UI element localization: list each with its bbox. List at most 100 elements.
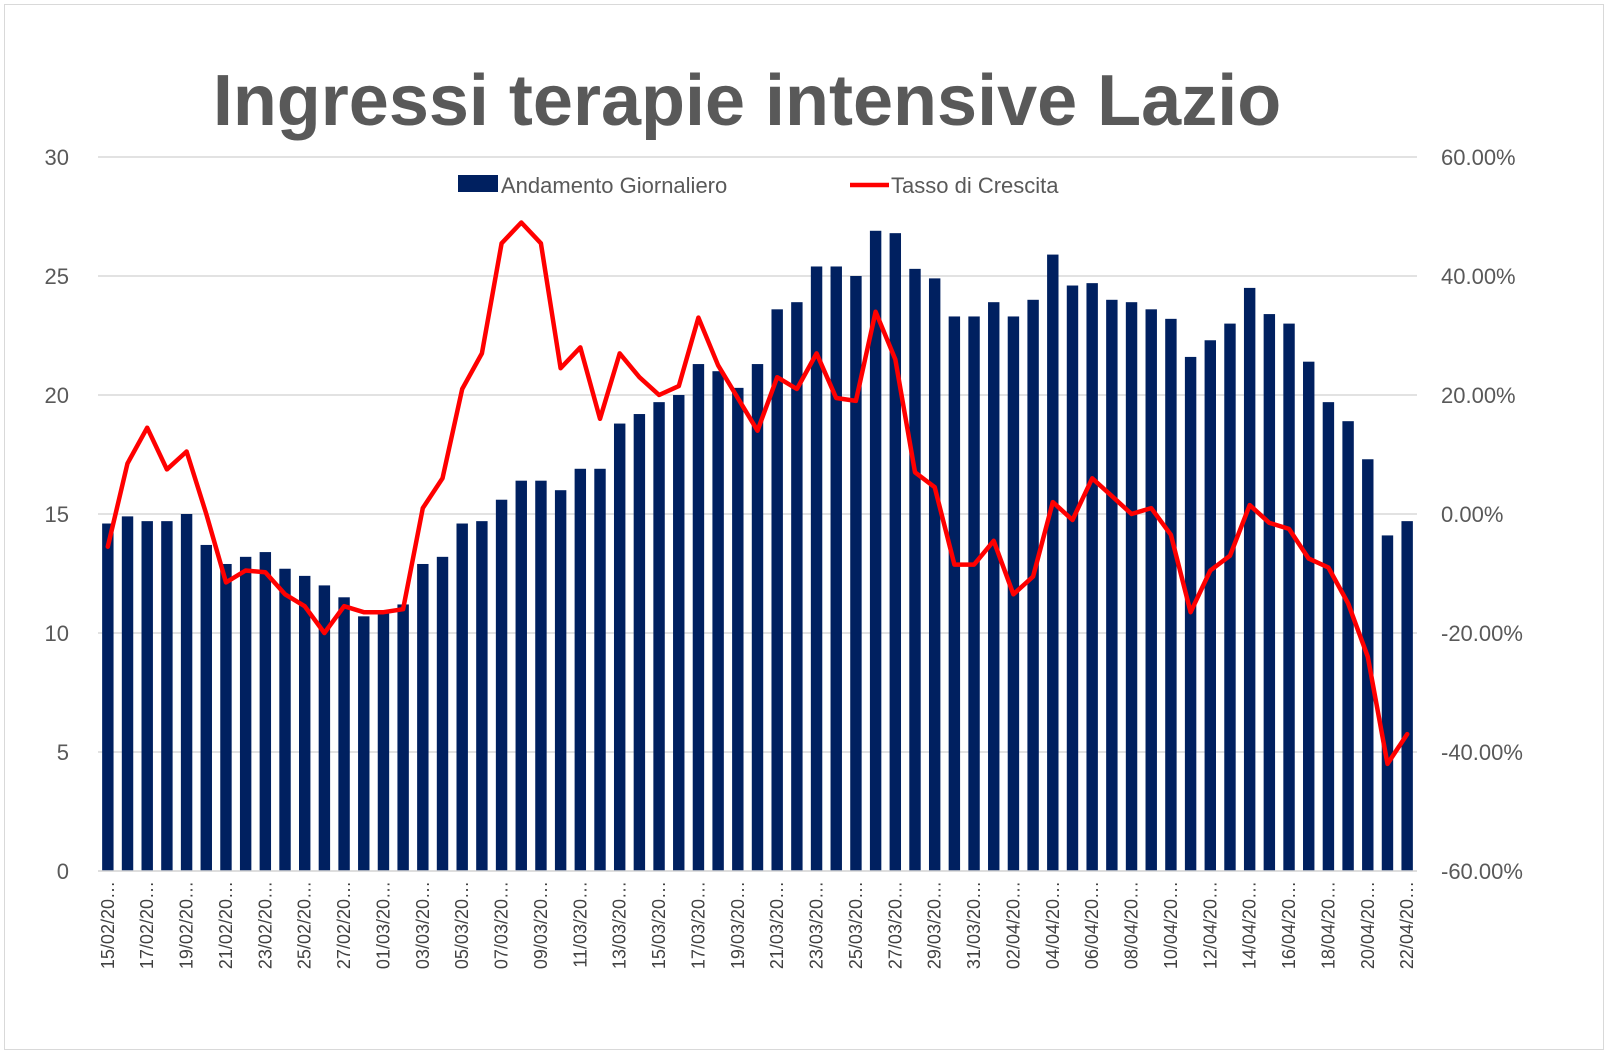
bar xyxy=(751,364,764,871)
bar xyxy=(574,468,587,871)
x-tick-label: 05/03/20… xyxy=(452,881,472,969)
bar xyxy=(1322,402,1335,871)
x-tick-label: 15/02/20… xyxy=(98,881,118,969)
x-tick-label: 23/03/20… xyxy=(807,881,827,969)
x-tick-label: 17/03/20… xyxy=(688,881,708,969)
bar xyxy=(712,371,724,871)
x-tick-label: 04/04/20… xyxy=(1043,881,1063,969)
bar xyxy=(200,544,212,871)
bar xyxy=(102,523,114,871)
bar xyxy=(791,302,803,871)
bar xyxy=(810,266,823,872)
bar xyxy=(377,611,390,871)
bar xyxy=(220,563,232,871)
bar xyxy=(968,316,980,872)
bar xyxy=(358,616,370,871)
bar xyxy=(1125,302,1138,871)
x-tick-label: 16/04/20… xyxy=(1279,881,1299,969)
x-tick-label: 17/02/20… xyxy=(137,881,157,969)
x-tick-label: 18/04/20… xyxy=(1318,881,1338,969)
x-tick-label: 20/04/20… xyxy=(1358,881,1378,969)
bar xyxy=(1086,283,1098,871)
x-tick-label: 01/03/20… xyxy=(373,881,393,969)
x-tick-label: 06/04/20… xyxy=(1082,881,1102,969)
x-tick-label: 12/04/20… xyxy=(1200,881,1220,969)
bar xyxy=(1283,323,1295,872)
x-tick-label: 10/04/20… xyxy=(1161,881,1181,969)
x-tick-label: 21/03/20… xyxy=(767,881,787,969)
x-tick-label: 21/02/20… xyxy=(216,881,236,969)
x-tick-label: 19/03/20… xyxy=(728,881,748,969)
x-tick-label: 31/03/20… xyxy=(964,881,984,969)
bar xyxy=(1381,535,1394,871)
bar xyxy=(161,521,173,871)
bar xyxy=(1165,318,1177,872)
bar xyxy=(869,230,882,871)
bar xyxy=(1047,254,1059,871)
right-tick-label: -40.00% xyxy=(1441,740,1523,765)
bar xyxy=(594,468,606,871)
bar xyxy=(239,556,252,871)
chart-title: Ingressi terapie intensive Lazio xyxy=(213,61,1281,141)
x-tick-label: 19/02/20… xyxy=(177,881,197,969)
bar xyxy=(515,480,527,871)
left-tick-label: 5 xyxy=(57,740,69,765)
right-tick-label: 40.00% xyxy=(1441,264,1516,289)
bar xyxy=(692,364,705,871)
bar xyxy=(456,523,468,871)
bar xyxy=(476,521,488,871)
bar xyxy=(141,521,153,871)
bar xyxy=(121,516,134,871)
bar xyxy=(1027,299,1039,871)
bar xyxy=(850,276,862,871)
right-tick-label: -60.00% xyxy=(1441,859,1523,884)
bar-series xyxy=(102,230,1413,872)
x-tick-label: 14/04/20… xyxy=(1240,881,1260,969)
bar xyxy=(417,563,429,871)
x-tick-label: 03/03/20… xyxy=(413,881,433,969)
x-tick-label: 27/02/20… xyxy=(334,881,354,969)
x-tick-label: 11/03/20… xyxy=(570,881,590,968)
right-tick-label: 0.00% xyxy=(1441,502,1503,527)
bar xyxy=(889,233,902,871)
x-tick-label: 09/03/20… xyxy=(531,881,551,969)
right-tick-label: 20.00% xyxy=(1441,383,1516,408)
bar xyxy=(732,387,744,871)
x-tick-label: 02/04/20… xyxy=(1003,881,1023,969)
x-tick-label: 25/02/20… xyxy=(295,881,315,969)
left-tick-label: 25 xyxy=(45,264,69,289)
bar xyxy=(633,414,646,871)
bar xyxy=(653,402,665,871)
bar xyxy=(279,568,291,871)
bar xyxy=(613,423,626,871)
x-tick-label: 13/03/20… xyxy=(610,881,630,969)
x-tick-label: 27/03/20… xyxy=(885,881,905,969)
right-axis: -60.00% -40.00% -20.00% 0.00% 20.00% 40.00% 60… xyxy=(1441,145,1523,884)
bar xyxy=(338,597,350,871)
left-tick-label: 15 xyxy=(45,502,69,527)
bar xyxy=(554,490,567,871)
bar xyxy=(495,499,508,871)
legend: Andamento Giornaliero Tasso di Crescita xyxy=(458,173,1059,198)
bar xyxy=(771,309,783,871)
bar xyxy=(1243,287,1256,871)
left-tick-label: 10 xyxy=(45,621,69,646)
bar xyxy=(909,268,921,871)
bar xyxy=(397,604,409,871)
bar xyxy=(180,514,193,871)
x-tick-label: 29/03/20… xyxy=(925,881,945,969)
bar xyxy=(928,278,941,871)
bar xyxy=(535,480,547,871)
bar xyxy=(1263,314,1276,872)
bar xyxy=(1204,340,1217,871)
growth-rate-line xyxy=(105,220,1410,767)
x-tick-label: 22/04/20… xyxy=(1397,881,1417,969)
bar xyxy=(1342,421,1354,871)
bar xyxy=(259,552,272,871)
x-tick-label: 08/04/20… xyxy=(1122,881,1142,969)
legend-label-bar: Andamento Giornaliero xyxy=(501,173,727,198)
left-axis: 0 5 10 15 20 25 30 xyxy=(45,145,69,884)
bar xyxy=(830,266,842,872)
chart-svg: Ingressi terapie intensive Lazio 0 5 10 15 2… xyxy=(45,61,1523,969)
x-tick-label: 15/03/20… xyxy=(649,881,669,969)
